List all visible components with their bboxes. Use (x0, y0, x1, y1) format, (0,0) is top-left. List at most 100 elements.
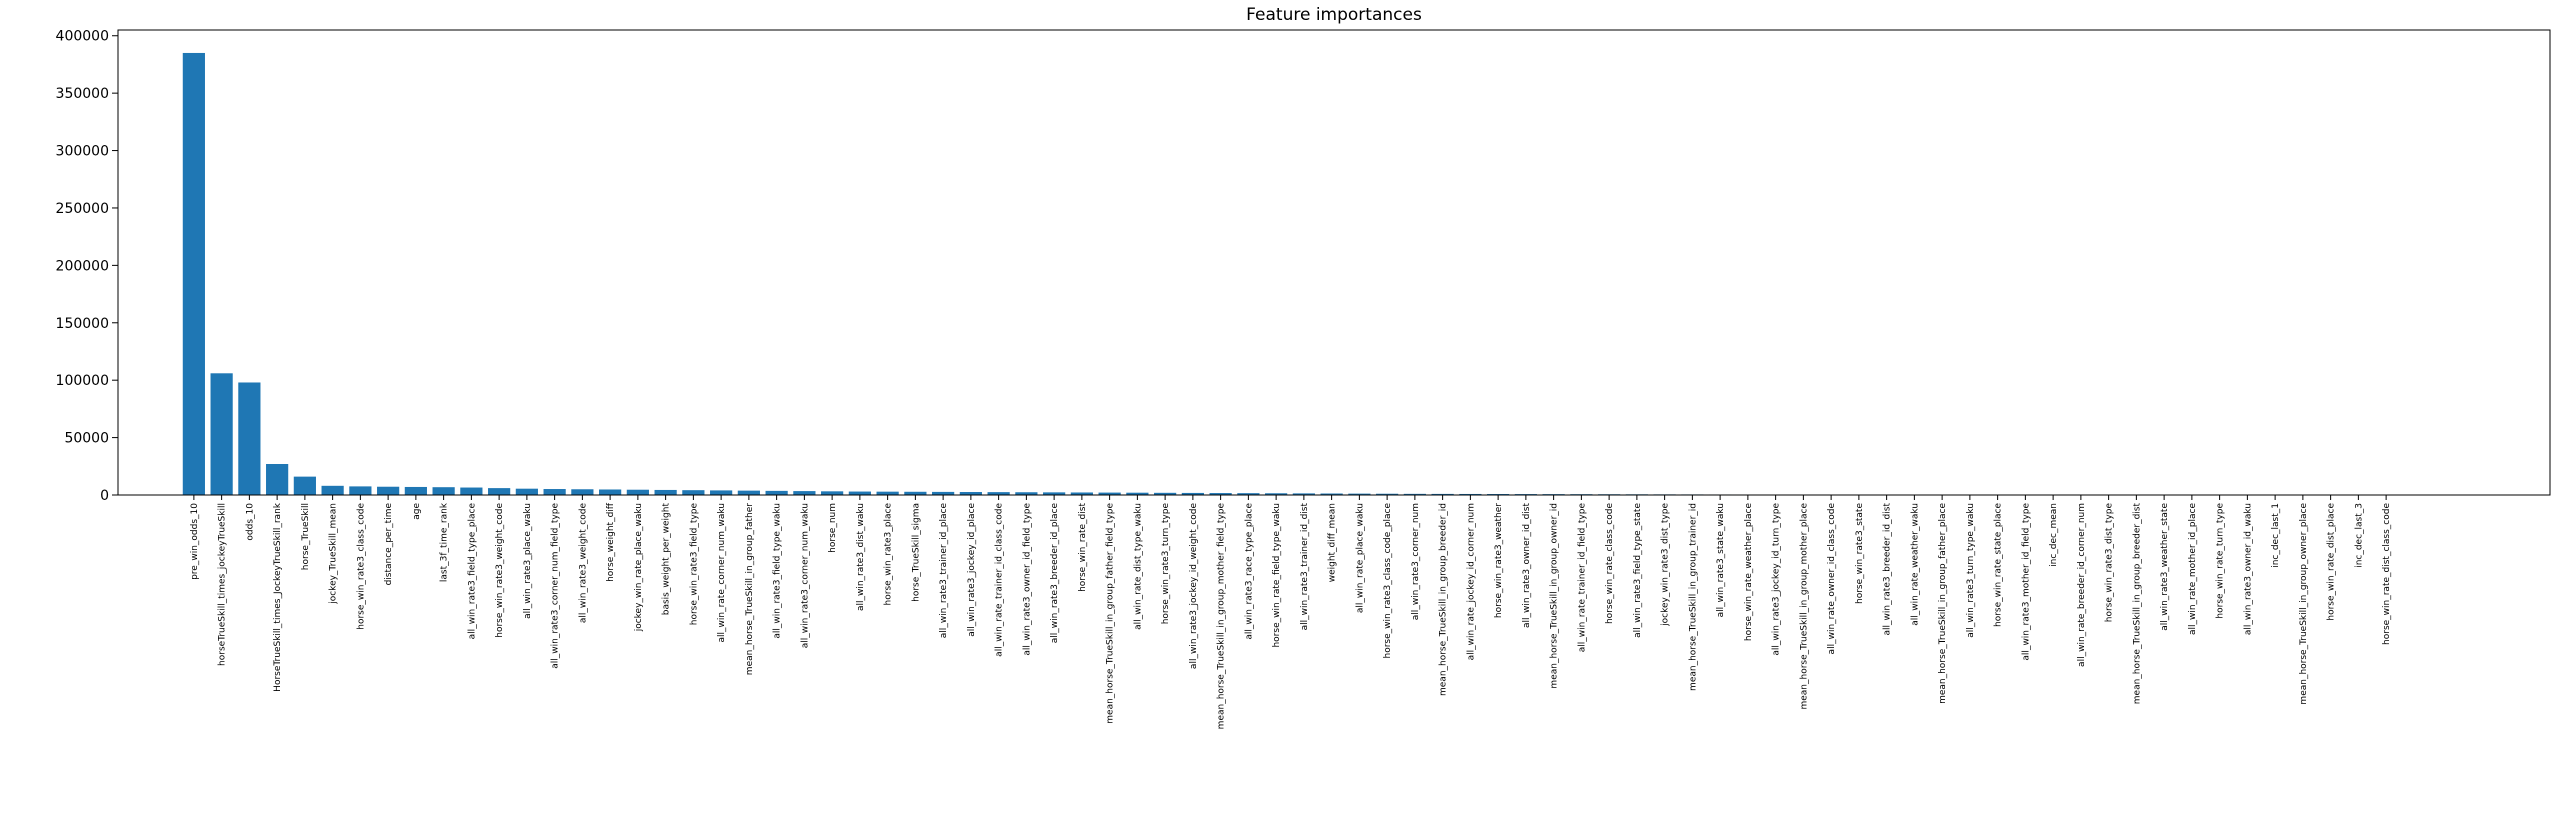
x-tick-label: jockey_TrueSkill_mean (329, 503, 339, 605)
bar (460, 487, 483, 495)
bar (1209, 493, 1232, 495)
x-tick-label: horse_win_rate_dist_class_code (2382, 503, 2392, 645)
x-tick-label: mean_horse_TrueSkill_in_group_mother_pla… (1799, 503, 1809, 710)
x-tick-label: horse_TrueSkill (301, 503, 311, 570)
x-tick-label: all_win_rate3_race_type_place (1244, 503, 1254, 640)
x-tick-label: pre_win_odds_10 (190, 503, 200, 580)
bar (959, 492, 982, 495)
x-tick-label: horseTrueSkill_times_jockeyTrueSkill (218, 503, 228, 666)
x-tick-label: mean_horse_TrueSkill_in_group_owner_plac… (2299, 503, 2309, 705)
x-tick-label: horse_win_rate_class_code (1605, 503, 1615, 624)
x-tick-label: horse_win_rate_field_type_waku (1272, 503, 1282, 648)
bar (932, 491, 955, 495)
x-tick-label: all_win_rate3_turn_type_waku (1966, 503, 1976, 638)
y-tick-label: 350000 (56, 86, 109, 102)
y-tick-label: 150000 (56, 316, 109, 332)
bar (987, 492, 1010, 495)
x-tick-label: all_win_rate_corner_num_waku (717, 503, 727, 643)
bar (793, 491, 816, 495)
bar (1237, 493, 1260, 495)
bar (765, 490, 788, 495)
x-tick-label: horse_win_rate_turn_type (2216, 503, 2226, 619)
bar (1070, 492, 1093, 495)
x-tick-label: distance_per_time (384, 503, 394, 586)
y-tick-label: 200000 (56, 258, 109, 274)
x-tick-label: all_win_rate3_field_type_waku (773, 503, 783, 639)
bar (377, 486, 400, 495)
x-tick-label: mean_horse_TrueSkill_in_group_father (745, 503, 755, 675)
bar (1265, 493, 1288, 495)
x-tick-label: all_win_rate3_place_waku (523, 503, 533, 619)
x-tick-label: all_win_rate_breeder_id_corner_num (2077, 503, 2087, 667)
x-tick-label: horse_win_rate3_weather (1494, 503, 1504, 618)
bar (210, 373, 233, 495)
x-tick-label: all_win_rate3_trainer_id_place (939, 503, 949, 639)
bar (321, 485, 344, 495)
y-tick-label: 400000 (56, 29, 109, 45)
y-tick-label: 50000 (64, 431, 109, 447)
x-tick-label: inc_dec_last_3 (2354, 503, 2364, 568)
x-tick-label: all_win_rate3_corner_num_waku (800, 503, 810, 648)
x-tick-label: horse_win_rate_state_place (1994, 503, 2004, 627)
bar (238, 382, 261, 495)
bar (1403, 493, 1426, 495)
x-tick-label: all_win_rate_weather_waku (1910, 503, 1920, 626)
bar (821, 491, 844, 495)
x-tick-label: all_win_rate_trainer_id_class_code (995, 503, 1005, 657)
bar (1431, 493, 1454, 495)
y-tick-label: 250000 (56, 201, 109, 217)
x-tick-label: HorseTrueSkill_times_JockeyTrueSkill_ran… (273, 502, 283, 692)
x-tick-label: mean_horse_TrueSkill_in_group_owner_id (1550, 503, 1560, 689)
x-tick-label: all_win_rate3_field_type_place (467, 503, 477, 640)
bar (182, 52, 205, 496)
bar (1459, 493, 1482, 495)
x-tick-label: horse_win_rate_dist (1078, 503, 1088, 592)
x-tick-label: odds_10 (245, 503, 255, 541)
x-tick-label: all_win_rate_trainer_id_field_type (1577, 503, 1587, 653)
x-tick-label: all_win_rate3_jockey_id_place (967, 503, 977, 637)
x-tick-label: mean_horse_TrueSkill_in_group_breeder_di… (2132, 503, 2142, 705)
x-tick-label: horse_win_rate3_class_code_place (1383, 503, 1393, 659)
x-tick-label: all_win_rate3_breeder_id_dist (1883, 503, 1893, 636)
bar (571, 489, 594, 495)
x-tick-label: horse_win_rate_weather_place (1744, 503, 1754, 642)
chart-title: Feature importances (1246, 5, 1422, 25)
x-tick-label: horse_win_rate3_turn_type (1161, 503, 1171, 625)
x-tick-label: all_win_rate_jockey_id_corner_num (1466, 503, 1476, 660)
x-tick-label: horse_num (828, 503, 838, 553)
y-tick-label: 0 (100, 488, 109, 504)
bar (599, 489, 622, 495)
bar (654, 489, 677, 495)
bar (404, 486, 427, 495)
x-tick-label: all_win_rate3_corner_num_field_type (551, 503, 561, 669)
bar (293, 476, 316, 495)
y-tick-label: 100000 (56, 373, 109, 389)
bar (626, 489, 649, 495)
x-tick-label: horse_win_rate3_dist_type (2105, 503, 2115, 623)
bar (1015, 492, 1038, 495)
bar (1181, 492, 1204, 495)
x-tick-label: mean_horse_TrueSkill_in_group_trainer_id (1688, 503, 1698, 691)
x-tick-label: horse_TrueSkill_sigma (911, 503, 921, 602)
x-tick-label: horse_win_rate3_class_code (356, 503, 366, 630)
bar (1376, 493, 1399, 495)
x-tick-label: age (412, 503, 422, 520)
x-tick-label: horse_win_rate_dist_place (2327, 503, 2337, 621)
x-tick-label: all_win_rate_place_waku (1355, 503, 1365, 613)
x-tick-label: inc_dec_last_1 (2271, 503, 2281, 568)
bar (349, 486, 372, 495)
bar (515, 488, 538, 495)
x-tick-label: all_win_rate3_owner_id_field_type (1022, 503, 1032, 656)
bar (904, 491, 927, 495)
bar (1348, 493, 1371, 495)
x-tick-label: basis_weight_per_weight (662, 503, 672, 616)
plot-frame (117, 29, 2551, 496)
x-tick-label: mean_horse_TrueSkill_in_group_breeder_id (1439, 503, 1449, 696)
x-tick-label: weight_diff_mean (1328, 503, 1338, 582)
x-tick-label: all_win_rate3_state_waku (1716, 503, 1726, 617)
bar (432, 487, 455, 495)
x-tick-label: horse_win_rate3_place (884, 503, 894, 606)
x-tick-label: inc_dec_mean (2049, 503, 2059, 567)
x-tick-label: all_win_rate3_trainer_id_dist (1300, 503, 1310, 631)
bar (1154, 492, 1177, 495)
